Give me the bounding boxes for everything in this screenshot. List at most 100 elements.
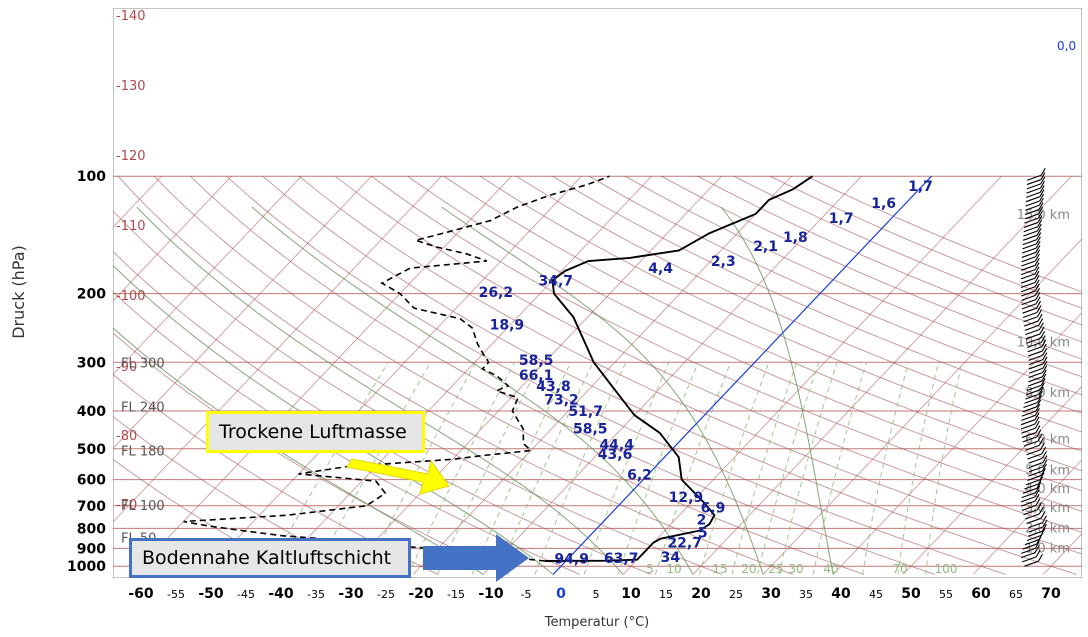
- data-label: 34,7: [539, 273, 574, 289]
- data-label: 5: [698, 526, 708, 542]
- wind-barb: [1022, 481, 1042, 494]
- wind-barb: [1028, 343, 1047, 357]
- data-label: 44,4: [599, 438, 634, 454]
- wind-barb: [1022, 305, 1042, 319]
- dry-adiabat: [479, 175, 1082, 452]
- dry-adiabat: [516, 175, 1082, 433]
- temperature-tick-label: 65: [1009, 588, 1023, 601]
- mixing-ratio-line: [497, 362, 594, 575]
- isotherm-line: [113, 175, 232, 302]
- mixing-ratio-label: 20: [741, 562, 756, 576]
- temperature-tick-label: 55: [939, 588, 953, 601]
- wind-barb: [1026, 378, 1046, 391]
- temperature-tick-label: 10: [621, 586, 641, 602]
- dry-adiabat: [661, 175, 1082, 360]
- wind-barb: [1022, 429, 1042, 443]
- mixing-ratio-line: [363, 362, 477, 575]
- flight-level-label: FL 100: [121, 499, 165, 514]
- wind-barb: [1023, 223, 1042, 237]
- zero-isotherm: [552, 175, 932, 575]
- dry-adiabat: [153, 175, 865, 575]
- pressure-tick-label: 600: [77, 473, 106, 489]
- wind-barb: [1024, 318, 1044, 331]
- dry-adiabat: [113, 210, 723, 575]
- wind-barb: [1022, 549, 1041, 563]
- temperature-tick-label: 50: [901, 586, 921, 602]
- isotherm-line: [113, 175, 372, 449]
- pressure-tick-label: 900: [77, 541, 106, 557]
- data-label: 2,3: [711, 254, 736, 270]
- temperature-tick-label: 15: [659, 588, 673, 601]
- wind-barb: [1026, 172, 1046, 186]
- wind-barb: [1020, 262, 1040, 276]
- temperature-tick-label: 30: [761, 586, 781, 602]
- mixing-ratio-line: [471, 362, 572, 575]
- wind-barb: [1023, 433, 1043, 447]
- temperature-tick-label: 20: [691, 586, 711, 602]
- mixing-ratio-line: [925, 362, 963, 575]
- wind-barb: [1021, 283, 1040, 297]
- wind-barb: [1028, 360, 1048, 374]
- wind-barb: [1027, 339, 1047, 353]
- mixing-ratio-line: [812, 362, 867, 575]
- isotherm-label: -100: [116, 289, 146, 304]
- pressure-tick-label: 300: [77, 355, 106, 371]
- wind-barb: [1028, 365, 1048, 379]
- wind-barb: [1021, 498, 1041, 511]
- height-label: 4,0 km: [1025, 482, 1070, 497]
- temperature-tick-label: 70: [1041, 586, 1061, 602]
- wind-barb: [1025, 322, 1044, 336]
- dewpoint-profile: [183, 175, 610, 562]
- data-label: 34: [661, 550, 681, 566]
- mixing-ratio-label: 5: [646, 562, 654, 576]
- data-label: 94,9: [554, 551, 589, 567]
- mixing-ratio-line: [897, 362, 940, 575]
- isotherm-line: [412, 175, 792, 575]
- wind-barb: [1021, 296, 1041, 310]
- wind-barb: [1027, 446, 1047, 460]
- temperature-tick-label: -35: [307, 588, 325, 601]
- mixing-ratio-line: [407, 362, 516, 575]
- dry-adiabat: [552, 175, 1082, 414]
- wind-barb: [1024, 210, 1043, 224]
- wind-barb: [1022, 236, 1041, 250]
- data-label: 1,7: [908, 179, 933, 195]
- isotherm-label: -110: [116, 219, 146, 234]
- mixing-ratio-line: [731, 362, 798, 575]
- isotherm-line: [832, 311, 1082, 575]
- data-labels: 1,71,61,71,82,12,34,434,726,218,958,566,…: [479, 179, 933, 567]
- temperature-tick-label: -25: [377, 588, 395, 601]
- wind-barb: [1020, 275, 1040, 288]
- data-label: 66,1: [519, 368, 554, 384]
- wind-barb: [1026, 382, 1045, 396]
- temperature-tick-label: 0: [556, 586, 566, 602]
- wind-barb: [1020, 416, 1040, 430]
- wind-barb: [1022, 399, 1042, 413]
- pressure-tick-label: 800: [77, 521, 106, 537]
- data-label: 26,2: [479, 285, 514, 301]
- mixing-ratio-label: 30: [788, 562, 803, 576]
- isotherm-line: [622, 175, 1002, 575]
- data-label: 1,7: [829, 211, 854, 227]
- wind-barb: [1028, 348, 1048, 361]
- temperature-profile: [544, 175, 814, 562]
- mixing-ratio-line: [862, 362, 910, 575]
- dry-adiabat: [226, 175, 1007, 575]
- annotation-arrows: [346, 458, 529, 582]
- data-label: 43,8: [536, 379, 571, 395]
- mixing-ratio-line: [757, 362, 820, 575]
- wind-barb: [1027, 468, 1046, 481]
- wind-barb: [1021, 425, 1041, 439]
- wind-barb: [1028, 451, 1047, 464]
- pressure-tick-label: 500: [77, 442, 106, 458]
- dry-adiabat: [189, 175, 936, 575]
- wind-barb: [1028, 356, 1048, 370]
- wind-barb: [1025, 438, 1044, 451]
- wind-barb: [1020, 266, 1040, 280]
- moist-adiabat: [720, 206, 834, 575]
- dry-adiabat: [443, 175, 1082, 472]
- wind-barb: [1022, 232, 1042, 246]
- isotherm-line: [762, 238, 1082, 575]
- flight-level-label: FL 300: [121, 356, 165, 371]
